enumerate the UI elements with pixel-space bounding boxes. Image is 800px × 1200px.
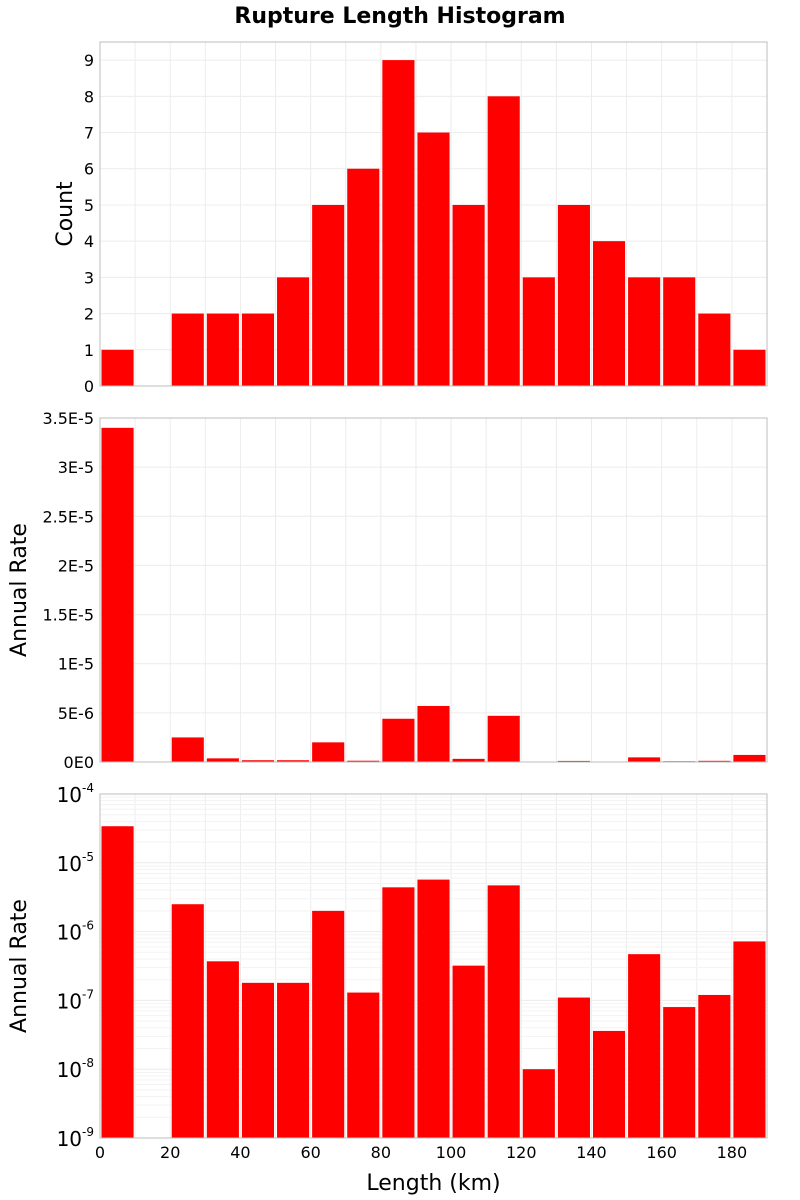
bar-3-5 [277,982,310,1138]
bar-2-13 [557,760,590,762]
bar-1-5 [277,277,310,386]
bar-3-16 [663,1007,696,1138]
bar-1-13 [557,204,590,386]
bar-1-15 [628,277,661,386]
bar-2-4 [241,760,275,762]
bar-3-13 [557,997,590,1138]
bar-1-3 [206,313,239,386]
y-tick-label: 5 [84,196,94,215]
bar-1-6 [312,204,345,386]
y-tick-label: 10-4 [57,781,94,807]
bar-1-0 [101,349,134,386]
bar-3-15 [628,954,661,1138]
x-tick-label: 180 [717,1143,748,1162]
y-tick-label: 0 [84,377,94,396]
bar-3-4 [241,982,275,1138]
y-tick-label: 2E-5 [58,556,94,575]
y-tick-label: 4 [84,232,94,251]
y-tick-label: 1 [84,341,94,360]
bar-2-10 [452,758,485,762]
y-tick-label: 9 [84,51,94,70]
bar-1-14 [592,241,626,386]
plot-frame [99,417,768,763]
bar-2-0 [101,427,134,762]
bar-2-5 [277,760,310,762]
plot-frame [99,793,768,1139]
bar-2-11 [487,715,520,762]
y-axis-label: Count [53,181,78,247]
y-tick-label: 1.5E-5 [42,606,94,625]
chart-title: Rupture Length Histogram [234,4,565,29]
bar-1-7 [347,168,380,386]
y-tick-label: 10-5 [57,850,94,876]
panel-1: 0 1 2 3 4 5 6 7 8 9 Count [53,41,768,396]
bar-3-2 [171,904,204,1138]
panel-2: 0E0 5E-6 1E-5 1.5E-5 2E-5 2.5E-5 3E-5 3.5E-5 Ann… [7,409,768,772]
x-tick-label: 20 [160,1143,180,1162]
y-tick-label: 3.5E-5 [42,409,94,428]
y-axis-label: Annual Rate [7,899,32,1033]
x-tick-label: 40 [230,1143,250,1162]
bar-2-9 [417,705,450,762]
bar-3-0 [101,826,134,1138]
x-tick-label: 100 [436,1143,467,1162]
bar-1-2 [171,313,204,386]
bar-1-16 [663,277,696,386]
bar-3-17 [698,994,731,1138]
x-tick-label: 60 [300,1143,320,1162]
bar-2-3 [206,758,239,762]
bar-3-14 [592,1030,626,1138]
bar-1-9 [417,132,450,386]
x-tick-label: 140 [576,1143,607,1162]
bar-3-9 [417,879,450,1138]
bar-1-12 [522,277,555,386]
y-tick-label: 8 [84,87,94,106]
bar-3-6 [312,910,345,1138]
y-tick-label: 2 [84,305,94,324]
bar-1-11 [487,96,520,386]
bar-3-11 [487,885,520,1138]
y-tick-label: 2.5E-5 [42,507,94,526]
y-tick-label: 3 [84,268,94,287]
bar-3-10 [452,965,485,1138]
x-tick-label: 160 [646,1143,677,1162]
plot-frame [99,41,768,387]
y-tick-label: 10-8 [57,1056,94,1082]
bar-3-8 [382,887,415,1138]
bar-2-18 [733,754,766,762]
y-tick-label: 7 [84,124,94,143]
bar-3-7 [347,992,380,1138]
y-tick-label: 0E0 [64,753,94,772]
bar-1-10 [452,204,485,386]
bar-3-3 [206,961,239,1138]
bar-2-17 [698,760,731,762]
x-tick-label: 80 [371,1143,391,1162]
bar-3-18 [733,941,766,1138]
y-tick-label: 5E-6 [58,704,94,723]
bar-3-12 [522,1069,555,1138]
bar-1-18 [733,349,766,386]
bar-1-4 [241,313,275,386]
y-tick-label: 10-9 [57,1125,94,1151]
panel-3: 10-9 10-8 10-7 10-6 10-5 10-4 0 20 40 60 80 100 120 1… [7,781,768,1196]
y-tick-label: 10-7 [57,987,94,1013]
bar-1-17 [698,313,731,386]
y-tick-label: 10-6 [57,919,94,945]
x-tick-label: 120 [506,1143,537,1162]
bar-2-8 [382,718,415,762]
bar-1-8 [382,60,415,387]
x-tick-label: 0 [95,1143,105,1162]
bar-2-7 [347,760,380,762]
bar-2-6 [312,742,345,762]
y-axis-label: Annual Rate [7,523,32,657]
y-tick-label: 3E-5 [58,458,94,477]
y-tick-label: 6 [84,160,94,179]
x-axis-label: Length (km) [366,1171,500,1196]
y-tick-label: 1E-5 [58,655,94,674]
bar-2-2 [171,737,204,762]
bar-2-15 [628,757,661,762]
